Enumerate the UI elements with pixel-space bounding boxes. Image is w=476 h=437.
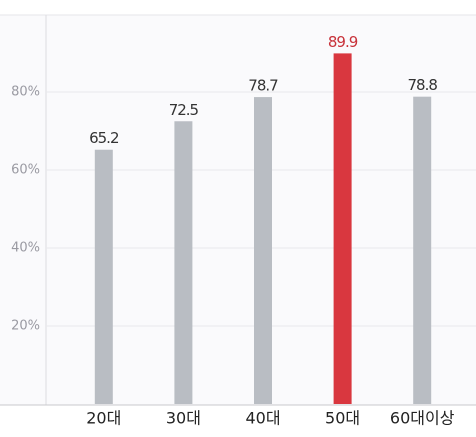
x-tick-label: 40대 bbox=[245, 409, 280, 428]
x-tick-label: 60대이상 bbox=[390, 409, 455, 428]
x-tick-label: 30대 bbox=[166, 409, 201, 428]
value-label: 65.2 bbox=[89, 129, 119, 147]
bar bbox=[413, 96, 432, 405]
plot-background bbox=[0, 15, 476, 405]
x-tick-label: 20대 bbox=[86, 409, 121, 428]
bar bbox=[254, 97, 272, 404]
value-label: 89.9 bbox=[328, 33, 358, 51]
y-tick-label: 60% bbox=[11, 163, 40, 178]
bar bbox=[94, 149, 113, 404]
y-tick-label: 80% bbox=[11, 85, 40, 100]
y-tick-label: 20% bbox=[11, 319, 40, 334]
x-tick-label: 50대 bbox=[325, 409, 360, 428]
value-label: 72.5 bbox=[169, 101, 199, 119]
bar bbox=[333, 53, 352, 404]
value-label: 78.7 bbox=[248, 77, 278, 95]
y-tick-label: 40% bbox=[11, 241, 40, 256]
value-label: 78.8 bbox=[407, 76, 437, 94]
bar bbox=[174, 121, 193, 404]
